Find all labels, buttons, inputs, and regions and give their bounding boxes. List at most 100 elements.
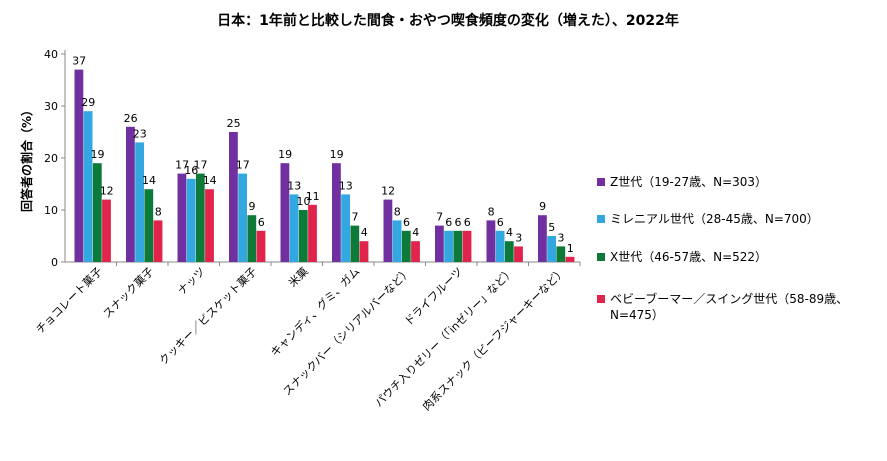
bar-2 <box>341 194 350 262</box>
data-label: 14 <box>142 174 156 187</box>
legend-label: ベビーブーマー／スイング世代（58-89歳、 N=475） <box>610 291 848 322</box>
bar-2 <box>547 236 556 262</box>
category-label: キャンディ、グミ、ガム <box>267 264 362 359</box>
data-label: 14 <box>203 174 217 187</box>
category-label: 米菓 <box>286 265 311 290</box>
bar-4 <box>205 189 214 262</box>
y-tick-label: 0 <box>51 256 58 269</box>
bar-1 <box>383 199 393 262</box>
chart-title: 日本：1年前と比較した間食・おやつ喫食頻度の変化（増えた）、2022年 <box>217 12 679 29</box>
data-label: 17 <box>175 159 189 172</box>
bar-3 <box>247 215 257 262</box>
data-label: 9 <box>539 200 546 213</box>
bar-4 <box>462 230 472 262</box>
data-label: 7 <box>352 211 359 224</box>
data-label: 3 <box>558 231 565 244</box>
data-label: 3 <box>515 231 522 244</box>
data-label: 6 <box>497 216 504 229</box>
data-label: 8 <box>394 205 401 218</box>
data-label: 6 <box>445 216 452 229</box>
data-label: 11 <box>306 190 320 203</box>
bar-2 <box>392 220 402 262</box>
bar-4 <box>102 199 111 262</box>
data-label: 17 <box>236 159 250 172</box>
bar-3 <box>195 173 205 262</box>
category-label: チョコレート菓子 <box>33 265 104 336</box>
legend-label: Z世代（19-27歳、N=303） <box>610 175 767 189</box>
bar-1 <box>126 126 135 262</box>
category-label: ナッツ <box>175 265 208 298</box>
data-label: 16 <box>184 164 198 177</box>
data-label: 25 <box>227 117 241 130</box>
legend-label: ミレニアル世代（28-45歳、N=700） <box>610 212 819 226</box>
bar-1 <box>280 163 290 262</box>
bar-2 <box>83 111 93 262</box>
data-label: 19 <box>330 148 344 161</box>
bar-4 <box>256 230 266 262</box>
bar-4 <box>308 204 317 262</box>
data-label: 26 <box>124 112 138 125</box>
data-label: 4 <box>361 226 368 239</box>
y-tick-label: 40 <box>44 48 58 61</box>
data-label: 29 <box>81 96 95 109</box>
category-label: スナック菓子 <box>101 265 157 321</box>
bar-3 <box>453 230 463 262</box>
data-label: 13 <box>339 179 353 192</box>
data-label: 8 <box>155 205 162 218</box>
category-label: クッキー／ビスケット菓子 <box>157 265 260 368</box>
bar-2 <box>135 142 144 262</box>
bar-4 <box>411 241 420 262</box>
bar-1 <box>435 225 444 262</box>
bar-2 <box>186 178 196 262</box>
data-label: 37 <box>72 55 86 68</box>
bar-4 <box>565 256 575 262</box>
plot-area: 01020304037291912チョコレート菓子2623148スナック菓子17… <box>33 48 581 413</box>
y-tick-label: 20 <box>44 152 58 165</box>
bar-1 <box>486 220 496 262</box>
data-label: 4 <box>412 226 419 239</box>
data-label: 17 <box>194 159 208 172</box>
data-label: 13 <box>287 179 301 192</box>
bar-3 <box>556 246 566 262</box>
y-tick-label: 30 <box>44 100 58 113</box>
data-label: 10 <box>297 195 311 208</box>
bar-1 <box>538 215 547 262</box>
data-label: 6 <box>464 216 471 229</box>
y-tick-label: 10 <box>44 204 58 217</box>
y-axis-label: 回答者の割合（%） <box>19 104 34 212</box>
legend-swatch <box>597 178 605 186</box>
data-label: 9 <box>249 200 256 213</box>
bar-2 <box>444 230 453 262</box>
data-label: 4 <box>506 226 513 239</box>
bar-3 <box>92 163 102 262</box>
data-label: 5 <box>548 221 555 234</box>
data-label: 23 <box>133 127 147 140</box>
bar-1 <box>332 163 341 262</box>
legend: Z世代（19-27歳、N=303） ミレニアル世代（28-45歳、N=700） X世… <box>597 175 848 322</box>
bar-4 <box>153 220 163 262</box>
bar-2 <box>238 173 247 262</box>
bar-1 <box>74 69 84 262</box>
legend-swatch <box>597 295 605 303</box>
bar-1 <box>229 132 238 262</box>
bar-2 <box>289 194 299 262</box>
data-label: 19 <box>278 148 292 161</box>
y-axis-label-group: 回答者の割合（%） <box>19 104 34 212</box>
bar-2 <box>495 230 505 262</box>
data-label: 12 <box>381 185 395 198</box>
legend-swatch <box>597 253 605 261</box>
bar-3 <box>144 189 154 262</box>
data-label: 7 <box>436 211 443 224</box>
bar-4 <box>514 246 523 262</box>
bar-1 <box>177 173 187 262</box>
bar-3 <box>298 210 308 262</box>
bar-4 <box>359 241 369 262</box>
bar-3 <box>350 225 360 262</box>
data-label: 6 <box>403 216 410 229</box>
data-label: 12 <box>100 185 114 198</box>
data-label: 1 <box>567 242 574 255</box>
bar-3 <box>504 241 514 262</box>
bar-3 <box>401 230 411 262</box>
data-label: 6 <box>455 216 462 229</box>
